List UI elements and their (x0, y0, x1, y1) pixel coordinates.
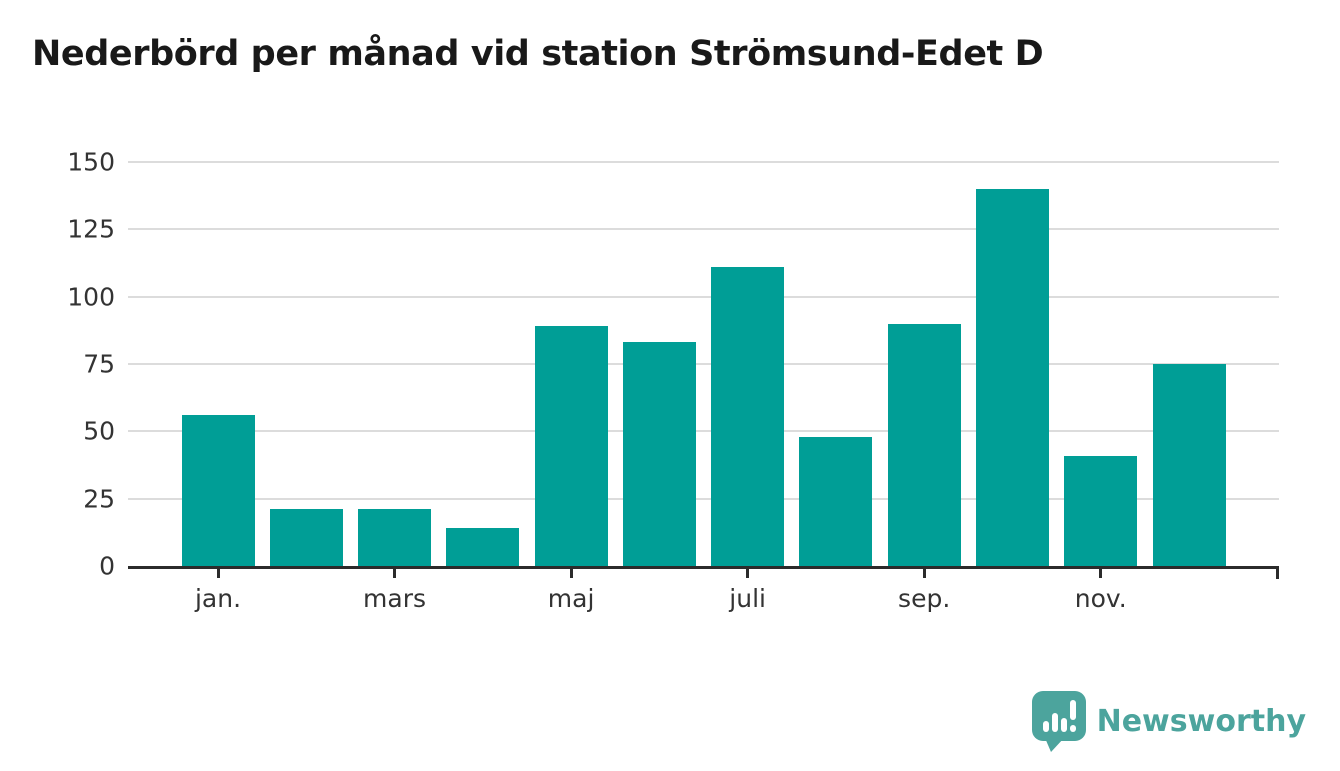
bar-maj (534, 326, 608, 566)
bar-okt. (975, 188, 1049, 566)
x-tick-mars (393, 569, 397, 578)
y-tick-label-50: 50 (83, 416, 115, 446)
gridline-125 (128, 228, 1279, 231)
bar-mars (358, 509, 432, 566)
x-axis-line (128, 566, 1279, 569)
x-tick-label-sep.: sep. (898, 584, 951, 613)
gridline-75 (128, 363, 1279, 365)
y-tick-label-100: 100 (67, 282, 115, 312)
x-tick-jan. (216, 569, 220, 578)
gridline-25 (128, 497, 1279, 500)
x-tick-juli (746, 569, 750, 578)
bar-jan. (181, 415, 255, 566)
x-tick-nov. (1099, 569, 1103, 578)
x-tick-label-maj: maj (547, 584, 595, 613)
x-axis-end-tick (1276, 569, 1279, 579)
x-tick-label-nov.: nov. (1074, 584, 1127, 613)
bar-feb. (269, 509, 343, 566)
bar-nov. (1064, 455, 1138, 566)
gridline-100 (128, 295, 1279, 298)
bar-sep. (887, 323, 961, 566)
bar-aug. (799, 436, 873, 566)
newsworthy-speech-bubble-icon (1031, 691, 1086, 752)
x-tick-label-juli: juli (729, 584, 766, 613)
y-tick-label-25: 25 (83, 484, 115, 514)
y-tick-label-75: 75 (83, 349, 115, 379)
y-tick-label-0: 0 (99, 551, 115, 581)
bar-juli (711, 267, 785, 566)
plot-area: 0 25 50 75 100 125 150 jan. mars maj juli sep. nov. (67, 140, 1279, 613)
x-tick-maj (569, 569, 573, 578)
y-tick-label-150: 150 (67, 147, 115, 177)
newsworthy-wordmark: Newsworthy (1096, 703, 1306, 739)
x-tick-sep. (922, 569, 926, 578)
x-tick-label-mars: mars (363, 584, 427, 613)
gridline-150 (128, 161, 1279, 163)
bar-dec. (1152, 364, 1226, 566)
gridline-50 (128, 430, 1279, 433)
newsworthy-logo: Newsworthy (1031, 691, 1306, 752)
x-tick-label-jan.: jan. (194, 584, 242, 613)
chart-title: Nederbörd per månad vid station Strömsun… (32, 34, 1044, 74)
bar-apr. (446, 528, 520, 566)
bar-juni (622, 342, 696, 566)
y-tick-label-125: 125 (67, 214, 115, 244)
